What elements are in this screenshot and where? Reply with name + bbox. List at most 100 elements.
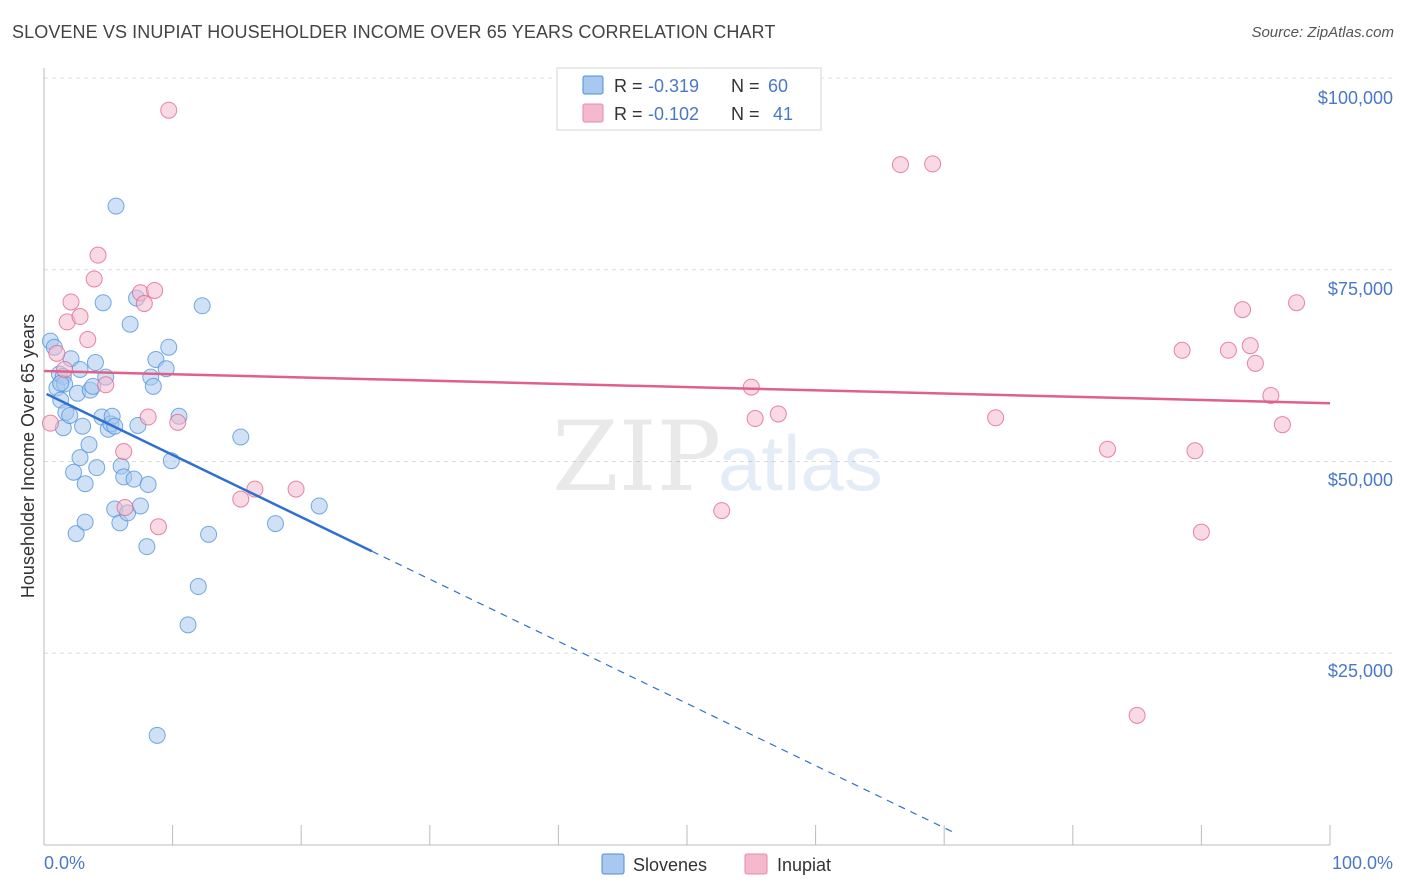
slovenes-point-39	[131, 497, 149, 515]
series-legend-swatch-inupiat	[744, 853, 768, 875]
slovenes-point-43	[144, 377, 162, 395]
slovenes-point-50	[179, 616, 197, 634]
series-legend-label-slovenes: Slovenes	[633, 855, 707, 875]
inupiat-point-11	[116, 499, 134, 517]
inupiat-point-25	[769, 405, 787, 423]
y-tick-label-50000: $50,000	[1328, 470, 1393, 490]
slovenes-point-12	[67, 525, 85, 543]
inupiat-point-27	[924, 155, 942, 173]
legend-swatch-slovenes	[582, 75, 604, 95]
legend-n-label-2: N =	[731, 104, 760, 124]
inupiat-point-32	[1186, 442, 1204, 460]
inupiat-point-19	[232, 490, 250, 508]
slovenes-point-17	[76, 513, 94, 531]
slovenes-point-47	[160, 338, 178, 356]
data-points	[41, 101, 1306, 744]
legend-r-value-1: -0.319	[648, 76, 699, 96]
inupiat-point-22	[713, 502, 731, 520]
inupiat-point-10	[115, 443, 133, 461]
legend-r-label-2: R =	[614, 104, 643, 124]
gridlines	[44, 77, 1392, 654]
slovenes-point-46	[157, 360, 175, 378]
series-legend-swatch-slovenes	[601, 853, 625, 875]
inupiat-point-16	[149, 518, 167, 536]
y-tick-label-75000: $75,000	[1328, 279, 1393, 299]
correlation-legend: R = -0.319 N = 60 R = -0.102 N = 41	[556, 67, 822, 131]
inupiat-point-9	[97, 376, 115, 394]
slovenes-point-9	[61, 406, 79, 424]
slovenes-point-14	[71, 449, 89, 467]
legend-r-label-1: R =	[614, 76, 643, 96]
slovenes-point-11	[65, 463, 83, 481]
inupiat-point-5	[71, 308, 89, 326]
y-tick-labels: $100,000 $75,000 $50,000 $25,000	[1318, 88, 1393, 681]
slovenes-point-24	[94, 294, 112, 312]
inupiat-point-29	[1099, 440, 1117, 458]
inupiat-point-37	[1246, 354, 1264, 372]
inupiat-point-13	[135, 294, 153, 312]
inupiat-point-8	[89, 246, 107, 264]
inupiat-point-33	[1192, 523, 1210, 541]
slovenes-point-52	[193, 297, 211, 315]
inupiat-point-17	[160, 101, 178, 119]
inupiat-point-39	[1273, 416, 1291, 434]
inupiat-point-40	[1288, 294, 1306, 312]
slovenes-point-55	[266, 515, 284, 533]
slovenes-point-53	[200, 525, 218, 543]
slovenes-point-21	[86, 354, 104, 372]
slovenes-point-41	[139, 476, 157, 494]
chart-title: SLOVENE VS INUPIAT HOUSEHOLDER INCOME OV…	[12, 22, 776, 42]
inupiat-point-7	[85, 270, 103, 288]
slovenes-point-54	[232, 428, 250, 446]
inupiat-point-36	[1241, 337, 1259, 355]
watermark-atlas: atlas	[718, 419, 883, 507]
inupiat-point-38	[1262, 387, 1280, 405]
watermark-zip: ZIP	[552, 401, 721, 513]
inupiat-point-6	[79, 331, 97, 349]
x-axis-ticks	[43, 825, 1331, 845]
inupiat-point-31	[1173, 341, 1191, 359]
slovenes-point-56	[310, 497, 328, 515]
y-axis-title: Householder Income Over 65 years	[18, 314, 38, 598]
inupiat-point-28	[987, 409, 1005, 427]
slovenes-point-15	[74, 417, 92, 435]
slovenes-point-22	[88, 459, 106, 477]
legend-n-value-1: 60	[768, 76, 788, 96]
source-label: Source: ZipAtlas.com	[1251, 24, 1394, 41]
legend-n-value-2: 41	[773, 104, 793, 124]
x-tick-label-min: 0.0%	[44, 853, 85, 873]
slovenes-point-45	[148, 726, 166, 744]
legend-r-value-2: -0.102	[648, 104, 699, 124]
inupiat-point-23	[742, 378, 760, 396]
legend-n-label-1: N =	[731, 76, 760, 96]
series-legend-label-inupiat: Inupiat	[777, 855, 831, 875]
slovenes-trend-line	[46, 392, 373, 553]
slovenes-trend-extension	[371, 550, 958, 835]
slovenes-point-18	[80, 436, 98, 454]
slovenes-point-30	[107, 197, 125, 215]
legend-swatch-inupiat	[582, 103, 604, 123]
inupiat-point-34	[1219, 341, 1237, 359]
inupiat-point-35	[1234, 301, 1252, 319]
inupiat-trend-line	[43, 369, 1331, 405]
slovenes-point-35	[121, 315, 139, 333]
inupiat-point-2	[56, 360, 74, 378]
inupiat-point-26	[891, 156, 909, 174]
slovenes-point-36	[125, 470, 143, 488]
series-legend: Slovenes Inupiat	[601, 853, 831, 875]
slovenes-point-40	[138, 538, 156, 556]
inupiat-point-15	[146, 281, 164, 299]
trend-lines	[43, 369, 1331, 835]
inupiat-point-1	[48, 344, 66, 362]
slovenes-point-16	[76, 475, 94, 493]
watermark: ZIP atlas	[552, 401, 883, 513]
inupiat-point-18	[169, 413, 187, 431]
inupiat-point-30	[1128, 706, 1146, 724]
inupiat-point-21	[287, 480, 305, 498]
inupiat-point-0	[41, 414, 59, 432]
inupiat-point-24	[746, 410, 764, 428]
y-tick-label-100000: $100,000	[1318, 88, 1393, 108]
inupiat-point-14	[139, 408, 157, 426]
slovenes-point-58	[71, 360, 89, 378]
